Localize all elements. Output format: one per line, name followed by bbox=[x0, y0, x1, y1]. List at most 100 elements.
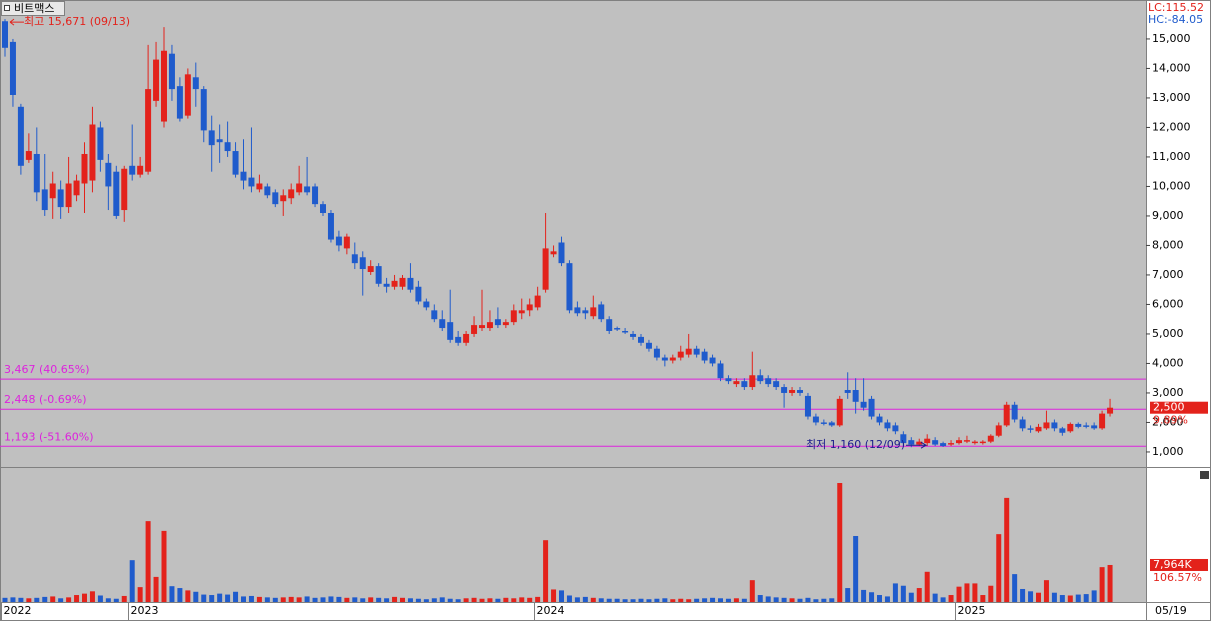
volume-bar bbox=[415, 598, 421, 602]
candle-body bbox=[49, 183, 56, 199]
volume-bar bbox=[527, 597, 533, 602]
volume-bar bbox=[980, 595, 986, 602]
candle-body bbox=[550, 251, 557, 255]
volume-bar bbox=[201, 594, 207, 602]
candle-body bbox=[1043, 422, 1050, 429]
candle-body bbox=[542, 248, 549, 290]
last-price-box bbox=[1150, 401, 1208, 414]
candle-body bbox=[73, 180, 80, 196]
volume-bar bbox=[1091, 590, 1097, 602]
volume-bar bbox=[1075, 594, 1081, 602]
y-tick-label: 4,000 bbox=[1152, 356, 1184, 369]
volume-bar bbox=[344, 597, 350, 602]
volume-bar bbox=[829, 598, 835, 602]
volume-bar bbox=[1051, 592, 1057, 602]
volume-bar bbox=[105, 598, 111, 602]
candle-body bbox=[153, 59, 160, 101]
level-label: 2,448 (-0.69%) bbox=[4, 393, 86, 406]
volume-bar bbox=[670, 599, 676, 602]
candle-body bbox=[638, 336, 644, 343]
candle-body bbox=[804, 395, 811, 417]
candle-body bbox=[1091, 425, 1098, 429]
volume-bar bbox=[956, 586, 962, 602]
volume-bar bbox=[217, 593, 223, 602]
candle-body bbox=[733, 381, 740, 385]
candle-body bbox=[757, 375, 764, 382]
volume-bar bbox=[2, 597, 8, 602]
volume-bar bbox=[1004, 497, 1010, 602]
indicator: LC:115.52 bbox=[1148, 1, 1204, 14]
y-tick-label: 2,000 bbox=[1152, 415, 1184, 428]
candle-body bbox=[161, 50, 167, 122]
candle-body bbox=[892, 425, 899, 432]
candle-body bbox=[701, 351, 708, 361]
volume-bar bbox=[813, 599, 819, 602]
candle-body bbox=[932, 440, 939, 445]
volume-bar bbox=[145, 521, 151, 602]
candle-body bbox=[494, 319, 501, 326]
candle-body bbox=[1011, 404, 1018, 420]
candle-body bbox=[693, 348, 700, 355]
candle-body bbox=[725, 378, 732, 382]
candle-body bbox=[41, 189, 48, 211]
annotation-arrow bbox=[9, 18, 24, 26]
volume-bar bbox=[74, 595, 80, 602]
volume-bar bbox=[1099, 567, 1105, 602]
panel-button[interactable] bbox=[1200, 471, 1209, 479]
candle-body bbox=[1035, 426, 1042, 432]
candle-body bbox=[129, 165, 136, 175]
volume-bar bbox=[654, 598, 660, 602]
candle-body bbox=[995, 425, 1002, 436]
volume-bar bbox=[407, 598, 413, 602]
y-tick-label: 15,000 bbox=[1152, 32, 1191, 45]
candle-body bbox=[963, 440, 970, 442]
volume-bar bbox=[280, 597, 286, 602]
candle-body bbox=[1059, 428, 1066, 433]
volume-bar bbox=[352, 597, 358, 602]
volume-bar bbox=[121, 595, 127, 602]
candle-body bbox=[272, 192, 279, 205]
candle-body bbox=[486, 322, 493, 329]
last-change: 9.89% bbox=[1153, 414, 1188, 427]
volume-bar bbox=[948, 595, 954, 602]
volume-bar bbox=[566, 595, 572, 602]
y-tick-label: 11,000 bbox=[1152, 150, 1191, 163]
candle-body bbox=[280, 195, 287, 202]
candle-body bbox=[645, 342, 652, 349]
volume-bar bbox=[789, 598, 795, 602]
candle-body bbox=[137, 165, 144, 175]
candle-body bbox=[351, 254, 358, 264]
volume-bar bbox=[574, 597, 580, 602]
candle-body bbox=[176, 86, 183, 119]
candle-body bbox=[717, 363, 724, 379]
volume-bar bbox=[821, 598, 827, 602]
candle-body bbox=[661, 357, 668, 361]
candle-body bbox=[852, 390, 859, 402]
candle-body bbox=[844, 390, 851, 393]
volume-bar bbox=[535, 596, 541, 602]
candle-body bbox=[447, 322, 454, 340]
candle-body bbox=[669, 357, 676, 361]
candle-body bbox=[391, 280, 398, 287]
volume-bar bbox=[710, 597, 716, 602]
volume-bar bbox=[519, 597, 525, 602]
candle-body bbox=[145, 89, 152, 172]
candle-body bbox=[471, 325, 478, 334]
volume-bar bbox=[678, 598, 684, 602]
volume-bar bbox=[869, 592, 875, 602]
candle-body bbox=[463, 333, 470, 343]
candle-body bbox=[1083, 425, 1090, 427]
volume-bar bbox=[614, 598, 620, 602]
candle-body bbox=[304, 186, 311, 193]
candle-body bbox=[526, 304, 533, 311]
annotation: 최저 1,160 (12/09) bbox=[806, 438, 905, 451]
y-tick-label: 5,000 bbox=[1152, 327, 1184, 340]
volume-bar bbox=[288, 596, 294, 602]
candle-body bbox=[1019, 419, 1026, 429]
candle-body bbox=[81, 153, 88, 184]
candle-body bbox=[741, 381, 748, 388]
candle-body bbox=[971, 441, 978, 444]
volume-bar bbox=[376, 597, 382, 602]
volume-bar bbox=[853, 536, 859, 602]
candle-body bbox=[900, 434, 907, 444]
